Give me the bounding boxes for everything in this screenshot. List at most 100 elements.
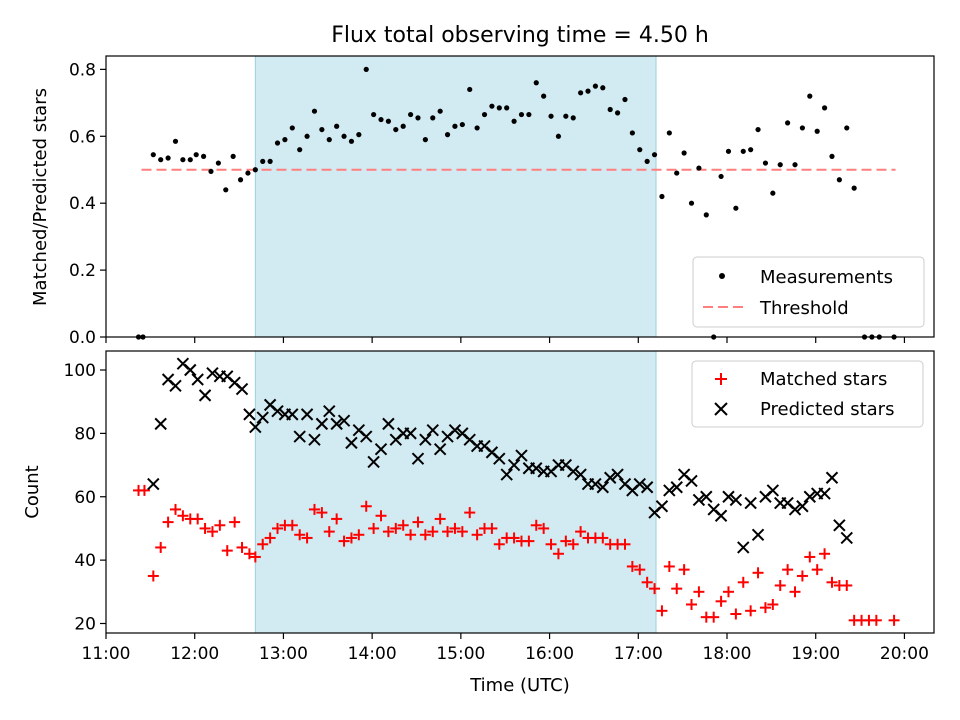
measurement-point bbox=[150, 152, 156, 158]
predicted-star-point bbox=[382, 417, 395, 431]
matched-star-point bbox=[508, 532, 520, 544]
predicted-star-point bbox=[803, 490, 817, 503]
measurement-point bbox=[158, 157, 164, 163]
predicted-star-point bbox=[685, 474, 698, 488]
measurement-point bbox=[415, 115, 421, 121]
measurement-point bbox=[600, 85, 606, 91]
x-tick-label: 20:00 bbox=[880, 644, 929, 664]
predicted-star-point bbox=[729, 493, 743, 507]
matched-star-point bbox=[486, 522, 498, 534]
predicted-star-point bbox=[433, 443, 447, 456]
measurement-point bbox=[829, 153, 835, 159]
matched-star-point bbox=[427, 526, 439, 538]
measurement-point bbox=[274, 140, 281, 146]
count-highlight-span bbox=[254, 350, 657, 634]
count-y-axis-label: Count bbox=[22, 465, 43, 518]
measurement-point bbox=[748, 147, 754, 153]
matched-star-point bbox=[870, 614, 882, 626]
measurement-point bbox=[696, 165, 702, 171]
measurement-point bbox=[481, 111, 488, 118]
legend-predicted-marker bbox=[714, 402, 728, 416]
matched-star-point bbox=[804, 551, 816, 563]
matched-star-point bbox=[286, 519, 298, 531]
measurement-point bbox=[422, 137, 428, 143]
predicted-star-point bbox=[633, 477, 646, 491]
matched-star-point bbox=[243, 548, 255, 560]
count-panel: 20 40 60 80 100 11:00 12:00 13:00 14:00 15:00 16:… bbox=[22, 350, 935, 696]
measurement-point bbox=[496, 105, 502, 111]
matched-star-point bbox=[249, 551, 261, 563]
measurement-point bbox=[703, 212, 709, 218]
measurement-point bbox=[230, 153, 236, 159]
measurement-point bbox=[260, 158, 266, 164]
matched-star-point bbox=[138, 484, 150, 496]
matched-star-point bbox=[206, 526, 218, 538]
predicted-star-point bbox=[515, 449, 528, 462]
count-points bbox=[133, 357, 900, 626]
measurement-point bbox=[319, 126, 325, 133]
measurement-point bbox=[541, 93, 547, 99]
measurement-point bbox=[215, 160, 221, 166]
matched-star-point bbox=[538, 522, 550, 534]
ratio-y-tick-label: 0.4 bbox=[69, 194, 96, 214]
ratio-y-tick-label: 0.0 bbox=[69, 328, 96, 348]
predicted-star-point bbox=[374, 443, 388, 456]
count-y-tick-label: 20 bbox=[74, 614, 96, 634]
measurement-point bbox=[792, 162, 798, 168]
measurement-point bbox=[814, 128, 820, 134]
measurement-point bbox=[474, 125, 480, 131]
measurement-point bbox=[681, 150, 687, 156]
matched-star-point bbox=[331, 513, 343, 525]
ratio-x-ticks bbox=[105, 337, 906, 343]
x-tick-label: 11:00 bbox=[82, 644, 131, 664]
ratio-y-tick-label: 0.8 bbox=[69, 60, 96, 80]
matched-star-point bbox=[530, 519, 542, 531]
predicted-star-point bbox=[507, 458, 521, 472]
predicted-star-point bbox=[603, 471, 617, 484]
matched-star-point bbox=[323, 526, 335, 538]
count-x-ticks: 11:00 12:00 13:00 14:00 15:00 16:00 17:00 18:00… bbox=[82, 633, 929, 664]
measurement-point bbox=[341, 133, 347, 139]
legend-predicted-label: Predicted stars bbox=[760, 399, 894, 420]
predicted-star-point bbox=[337, 414, 351, 427]
measurement-point bbox=[585, 88, 591, 94]
matched-star-point bbox=[708, 611, 720, 623]
measurement-point bbox=[799, 125, 806, 131]
measurement-point bbox=[489, 103, 495, 109]
legend-measurements-marker bbox=[719, 273, 725, 279]
measurement-point bbox=[400, 123, 406, 129]
count-legend: Matched stars Predicted stars bbox=[691, 360, 924, 428]
legend-matched-label: Matched stars bbox=[760, 369, 887, 390]
matched-star-point bbox=[147, 570, 159, 582]
matched-star-point bbox=[693, 586, 705, 598]
predicted-star-point bbox=[271, 404, 284, 418]
measurement-point bbox=[651, 152, 658, 158]
measurement-point bbox=[393, 126, 399, 133]
predicted-star-point bbox=[788, 503, 802, 516]
matched-star-point bbox=[375, 510, 387, 522]
measurement-point bbox=[452, 123, 458, 129]
predicted-star-point bbox=[147, 477, 160, 491]
measurement-point bbox=[193, 152, 199, 158]
measurement-point bbox=[844, 125, 850, 131]
measurement-point bbox=[180, 157, 186, 163]
measurement-point bbox=[267, 158, 273, 164]
predicted-star-point bbox=[345, 436, 358, 450]
matched-star-point bbox=[419, 529, 431, 541]
legend-threshold-label: Threshold bbox=[759, 298, 849, 319]
matched-star-point bbox=[759, 602, 771, 614]
ratio-y-ticks: 0.0 0.2 0.4 0.6 0.8 bbox=[69, 60, 106, 348]
predicted-star-point bbox=[700, 490, 713, 503]
predicted-star-point bbox=[323, 404, 336, 418]
matched-star-point bbox=[686, 598, 698, 610]
measurement-point bbox=[659, 193, 665, 200]
matched-star-point bbox=[782, 564, 794, 576]
predicted-star-point bbox=[249, 420, 262, 434]
matched-star-point bbox=[767, 598, 779, 610]
matched-star-point bbox=[449, 522, 461, 534]
predicted-star-point bbox=[169, 379, 182, 393]
matched-star-point bbox=[626, 560, 638, 572]
measurement-point bbox=[311, 108, 318, 114]
matched-star-point bbox=[272, 522, 284, 534]
matched-star-point bbox=[229, 516, 241, 528]
